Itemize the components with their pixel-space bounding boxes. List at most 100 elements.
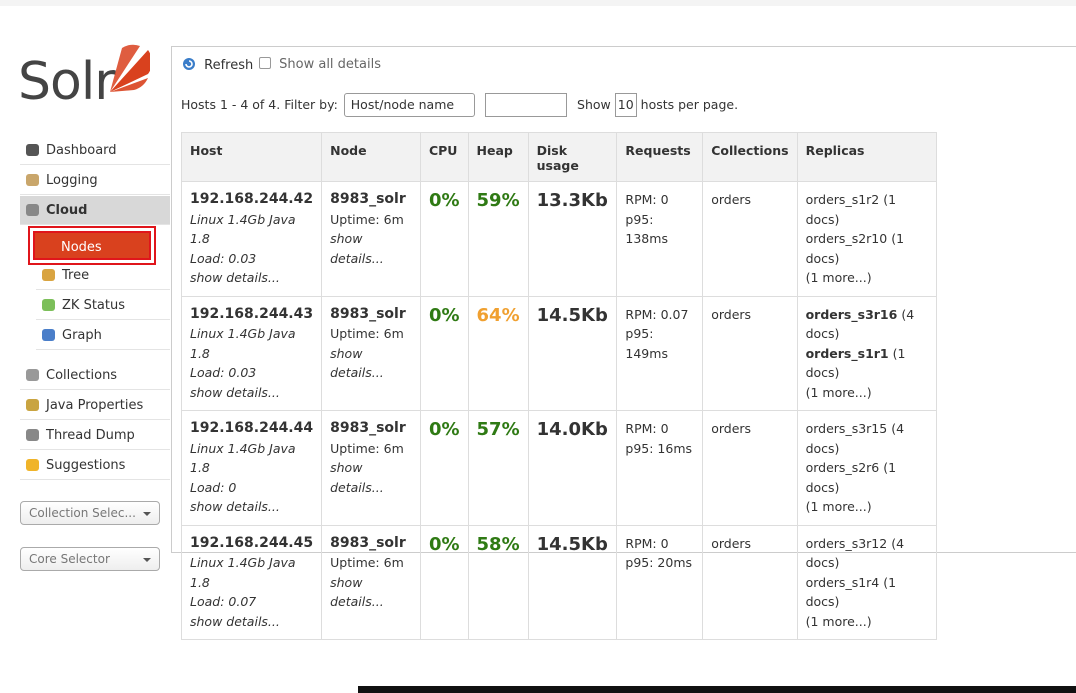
- node-cell: 8983_solr Uptime: 6m show details...: [321, 295, 421, 411]
- refresh-label[interactable]: Refresh: [204, 58, 254, 73]
- host-details[interactable]: show details...: [190, 384, 280, 400]
- nav-label: Cloud: [46, 203, 88, 218]
- replica-docs: (1 docs): [805, 231, 905, 266]
- host-cell: 192.168.244.43 Linux 1.4Gb Java 1.8 Load: …: [180, 295, 323, 411]
- nav-item[interactable]: Graph: [36, 321, 170, 350]
- nav-icon: [26, 204, 39, 216]
- collections-cell: orders: [702, 295, 798, 411]
- more[interactable]: (1 more...): [805, 270, 872, 285]
- refresh[interactable]: Refresh: [182, 57, 253, 73]
- node: 8983_solr: [330, 191, 406, 207]
- node-row: 192.168.244.45 Linux 1.4Gb Java 1.8 Load: …: [180, 524, 938, 640]
- column-header: Replicas: [796, 132, 938, 182]
- collections-cell: orders: [702, 181, 798, 297]
- nav-item[interactable]: Java Properties: [20, 391, 170, 420]
- nav-item[interactable]: ZK Status: [36, 291, 170, 320]
- nav-label: Logging: [46, 173, 98, 188]
- nav-label: ZK Status: [62, 298, 125, 313]
- replicas-cell: orders_s1r2 (1 docs) orders_s2r10 (1 docs…: [796, 181, 938, 297]
- nav-icon: [26, 459, 39, 471]
- show-all[interactable]: Show all details: [259, 57, 381, 72]
- filter-by: Filter by:: [284, 97, 338, 112]
- nav-item[interactable]: Nodes: [33, 231, 151, 260]
- nav-label: Java Properties: [46, 398, 144, 413]
- summary: Hosts 1 - 4 of 4.: [181, 97, 281, 112]
- filter-input[interactable]: [485, 93, 568, 117]
- replica-name: orders_s2r6: [805, 460, 880, 475]
- replica[interactable]: orders_s2r6 (1 docs): [806, 458, 928, 497]
- per-page-input[interactable]: 10: [614, 93, 637, 117]
- collection[interactable]: orders: [711, 535, 752, 551]
- replica[interactable]: orders_s1r1 (1 docs): [806, 344, 928, 383]
- nav-label: Thread Dump: [46, 428, 135, 443]
- show: Show: [577, 97, 611, 112]
- nav-item[interactable]: Collections: [20, 361, 170, 390]
- core-selector[interactable]: Core Selector: [20, 547, 160, 571]
- more[interactable]: (1 more...): [805, 499, 872, 514]
- host: 192.168.244.45: [190, 534, 314, 551]
- collection[interactable]: orders: [711, 421, 752, 436]
- cpu-cell: 0%: [419, 524, 469, 640]
- nav-icon: [26, 429, 39, 441]
- nodes-table: Host Node CPU Heap Disk usage Requests Collect…: [180, 132, 938, 640]
- collection[interactable]: orders: [711, 192, 752, 207]
- node-details[interactable]: show details...: [330, 345, 384, 381]
- heap-cell: 57%: [467, 410, 529, 526]
- checkbox[interactable]: [259, 57, 271, 69]
- heap: 59%: [476, 190, 520, 211]
- nav-icon: [26, 369, 39, 381]
- replicas-cell: orders_s3r16 (4 docs) orders_s1r1 (1 docs…: [796, 295, 938, 411]
- host-details[interactable]: show details...: [190, 499, 280, 514]
- replica[interactable]: orders_s3r16 (4 docs): [806, 305, 928, 344]
- node-details[interactable]: show details...: [330, 574, 384, 610]
- cpu: 0%: [428, 304, 460, 326]
- more[interactable]: (1 more...): [805, 613, 872, 629]
- host-cell: 192.168.244.45 Linux 1.4Gb Java 1.8 Load: …: [180, 524, 323, 640]
- host-details[interactable]: show details...: [190, 613, 280, 629]
- column-header: Host: [180, 132, 323, 182]
- disk-cell: 14.5Kb: [527, 524, 618, 640]
- collections-cell: orders: [702, 524, 798, 640]
- heap-cell: 59%: [467, 181, 529, 297]
- heap-cell: 58%: [467, 524, 529, 640]
- logo: Solr: [18, 44, 158, 114]
- requests-cell: RPM: 0 p95: 20ms: [616, 524, 704, 640]
- replica[interactable]: orders_s2r10 (1 docs): [806, 229, 928, 268]
- disk: 14.5Kb: [536, 304, 608, 326]
- nav-item[interactable]: Suggestions: [20, 451, 170, 480]
- host-info: Linux 1.4Gb Java 1.8: [190, 211, 296, 247]
- load: Load: 0: [190, 479, 237, 495]
- node: 8983_solr: [330, 305, 406, 322]
- replica[interactable]: orders_s1r4 (1 docs): [806, 573, 928, 612]
- nav-item[interactable]: Cloud: [20, 196, 170, 225]
- nav-icon: [41, 241, 54, 253]
- node-details[interactable]: show details...: [330, 231, 384, 266]
- nav-item[interactable]: Thread Dump: [20, 421, 170, 450]
- uptime: Uptime: 6m: [330, 555, 404, 570]
- replica-name: orders_s3r16: [805, 306, 898, 322]
- collection[interactable]: orders: [711, 306, 752, 322]
- host: 192.168.244.43: [190, 305, 314, 322]
- node-details[interactable]: show details...: [330, 460, 384, 495]
- more[interactable]: (1 more...): [805, 384, 872, 400]
- show-all-label[interactable]: Show all details: [279, 57, 381, 72]
- replica-name: orders_s3r15: [805, 421, 888, 436]
- disk: 14.5Kb: [536, 533, 608, 555]
- replica[interactable]: orders_s1r2 (1 docs): [806, 190, 928, 229]
- nav-item[interactable]: Tree: [36, 261, 170, 290]
- replica-name: orders_s3r12: [805, 535, 888, 551]
- host-details[interactable]: show details...: [190, 270, 280, 285]
- column-header: Disk usage: [527, 132, 618, 182]
- nav-icon: [26, 174, 39, 186]
- filter-select[interactable]: Host/node name: [343, 93, 476, 117]
- replica[interactable]: orders_s3r15 (4 docs): [806, 419, 928, 458]
- nav-item[interactable]: Dashboard: [20, 136, 170, 165]
- requests-cell: RPM: 0 p95: 16ms: [616, 410, 704, 526]
- replica-name: orders_s1r1: [805, 345, 889, 361]
- nav-item[interactable]: Logging: [20, 166, 170, 195]
- replica-docs: (4 docs): [805, 421, 905, 456]
- host-cell: 192.168.244.42 Linux 1.4Gb Java 1.8 Load: …: [180, 181, 323, 297]
- collection-selector[interactable]: Collection Selec...: [20, 501, 160, 525]
- host-cell: 192.168.244.44 Linux 1.4Gb Java 1.8 Load: …: [180, 410, 323, 526]
- replica[interactable]: orders_s3r12 (4 docs): [806, 534, 928, 573]
